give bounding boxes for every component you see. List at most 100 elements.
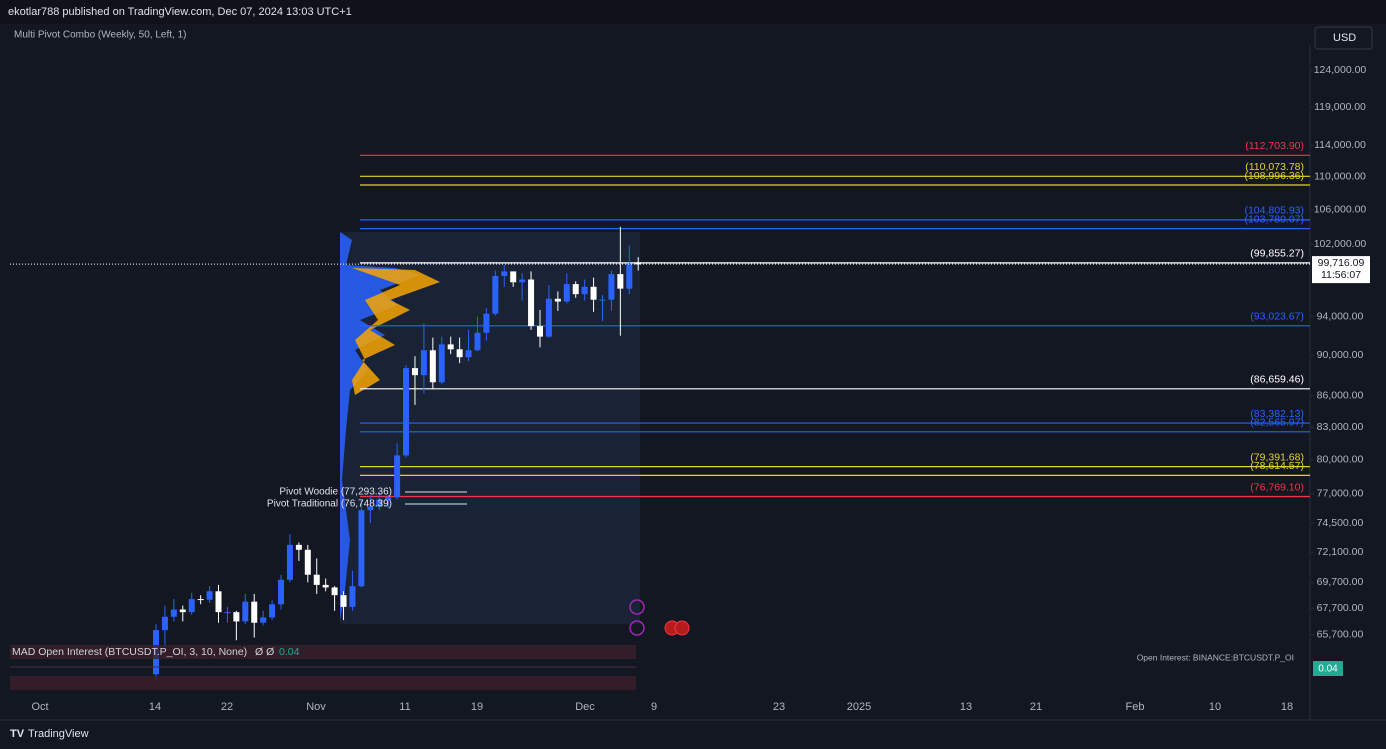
y-tick-label: 80,000.00 [1317, 454, 1364, 466]
oi-source: Open Interest: BINANCE:BTCUSDT.P_OI [1137, 652, 1294, 662]
candle-body [510, 271, 517, 283]
candle-body [215, 591, 222, 613]
indicator-name: Multi Pivot Combo (Weekly, 50, Left, 1) [14, 30, 186, 41]
x-tick-label: Oct [31, 701, 48, 713]
candle-body [545, 298, 552, 337]
candle-body [295, 544, 302, 550]
candle-body [394, 455, 401, 498]
candle-body [501, 271, 508, 276]
candle-body [626, 263, 633, 289]
candle-body [304, 549, 311, 575]
candle-body [411, 368, 418, 376]
countdown-label: 11:56:07 [1321, 269, 1361, 281]
x-tick-label: Nov [306, 701, 326, 713]
candle-body [599, 299, 606, 301]
candle-body [278, 579, 285, 605]
economic-event-icon[interactable] [674, 620, 690, 636]
candle-body [554, 298, 561, 302]
y-tick-label: 72,100.00 [1317, 546, 1364, 558]
pivot-level-label: (103,780.07) [1244, 213, 1304, 225]
currency-label: USD [1333, 32, 1356, 44]
currency-button[interactable] [1314, 26, 1373, 50]
event-icon[interactable] [629, 599, 645, 615]
x-tick-label: Feb [1126, 701, 1145, 713]
candle-body [242, 601, 249, 622]
candle-body [233, 612, 240, 622]
footer-brand: TradingView [28, 728, 89, 740]
candle-body [206, 591, 213, 600]
candle-body [340, 595, 347, 607]
candle-body [251, 601, 258, 623]
candle-body [358, 510, 365, 587]
y-tick-label: 114,000.00 [1314, 139, 1366, 151]
pivot-level-label: (86,659.46) [1250, 374, 1304, 386]
volume-profile-value-area [352, 268, 440, 395]
pivot-level-label: (79,391.68) [1250, 451, 1304, 463]
y-tick-label: 124,000.00 [1314, 64, 1367, 76]
candle-body [313, 574, 320, 585]
y-tick-label: 67,700.00 [1317, 602, 1364, 614]
x-tick-label: 19 [471, 701, 483, 713]
candle-body [590, 286, 597, 300]
x-tick-label: 2025 [847, 701, 871, 713]
x-tick-label: 21 [1030, 701, 1042, 713]
last-price-label: 99,716.09 [1318, 257, 1365, 269]
x-tick-label: 13 [960, 701, 972, 713]
candle-body [528, 279, 535, 327]
x-tick-label: 22 [221, 701, 233, 713]
y-tick-label: 94,000.00 [1317, 310, 1364, 322]
candle-body [635, 263, 642, 265]
candle-body [474, 332, 481, 351]
candle-body [563, 284, 570, 302]
x-tick-label: 18 [1281, 701, 1293, 713]
candle-body [572, 284, 579, 295]
y-tick-label: 86,000.00 [1317, 389, 1364, 401]
y-tick-label: 74,500.00 [1317, 517, 1364, 529]
last-price-box [1312, 256, 1370, 284]
event-icon[interactable] [629, 620, 645, 636]
x-tick-label: 14 [149, 701, 161, 713]
pivot-level-label: (93,023.67) [1250, 311, 1304, 323]
candle-body [536, 326, 543, 337]
candle-body [349, 586, 356, 607]
pivot-level-label: (83,382.13) [1250, 408, 1304, 420]
candle-body [519, 279, 526, 283]
y-tick-label: 69,700.00 [1317, 576, 1364, 588]
oi-title: MAD Open Interest (BTCUSDT.P_OI, 3, 10, … [12, 646, 247, 658]
candle-body [331, 587, 338, 596]
candle-body [429, 350, 436, 383]
pivot-level-label: (99,855.27) [1250, 248, 1304, 260]
pivot-level-label: (108,996.36) [1244, 170, 1304, 182]
candle-body [492, 275, 499, 314]
candle-body [617, 274, 624, 289]
pivot-annotation: Pivot Traditional (76,748.39) [267, 499, 392, 510]
oi-band-bottom [10, 676, 636, 690]
pivot-level-label: (76,769.10) [1250, 481, 1304, 493]
y-tick-label: 110,000.00 [1314, 171, 1366, 183]
y-tick-label: 65,700.00 [1317, 629, 1364, 641]
y-tick-label: 90,000.00 [1317, 349, 1364, 361]
pivot-annotation: Pivot Woodie (77,293.36) [279, 487, 392, 498]
candle-body [385, 497, 392, 500]
pivot-level-label: (104,805.93) [1244, 205, 1304, 217]
oi-badge-text: 0.04 [1318, 664, 1338, 675]
candle-body [420, 350, 427, 376]
candle-body [188, 599, 195, 613]
candle-body [581, 286, 588, 295]
y-tick-label: 106,000.00 [1314, 204, 1367, 216]
y-tick-label: 119,000.00 [1314, 101, 1366, 113]
candle-body [376, 499, 383, 507]
pivot-level-label: (82,565.97) [1250, 417, 1304, 429]
oi-value-badge [1313, 661, 1343, 676]
candle-body [224, 612, 231, 614]
x-tick-label: 10 [1209, 701, 1221, 713]
candle-body [403, 368, 410, 456]
candle-body [286, 544, 293, 580]
oi-band-top [10, 645, 636, 659]
candle-body [465, 350, 472, 358]
candle-body [456, 349, 463, 358]
candle-body [447, 344, 454, 350]
x-tick-label: 9 [651, 701, 657, 713]
pivot-level-label: (78,614.57) [1250, 460, 1304, 472]
candle-body [260, 617, 267, 623]
